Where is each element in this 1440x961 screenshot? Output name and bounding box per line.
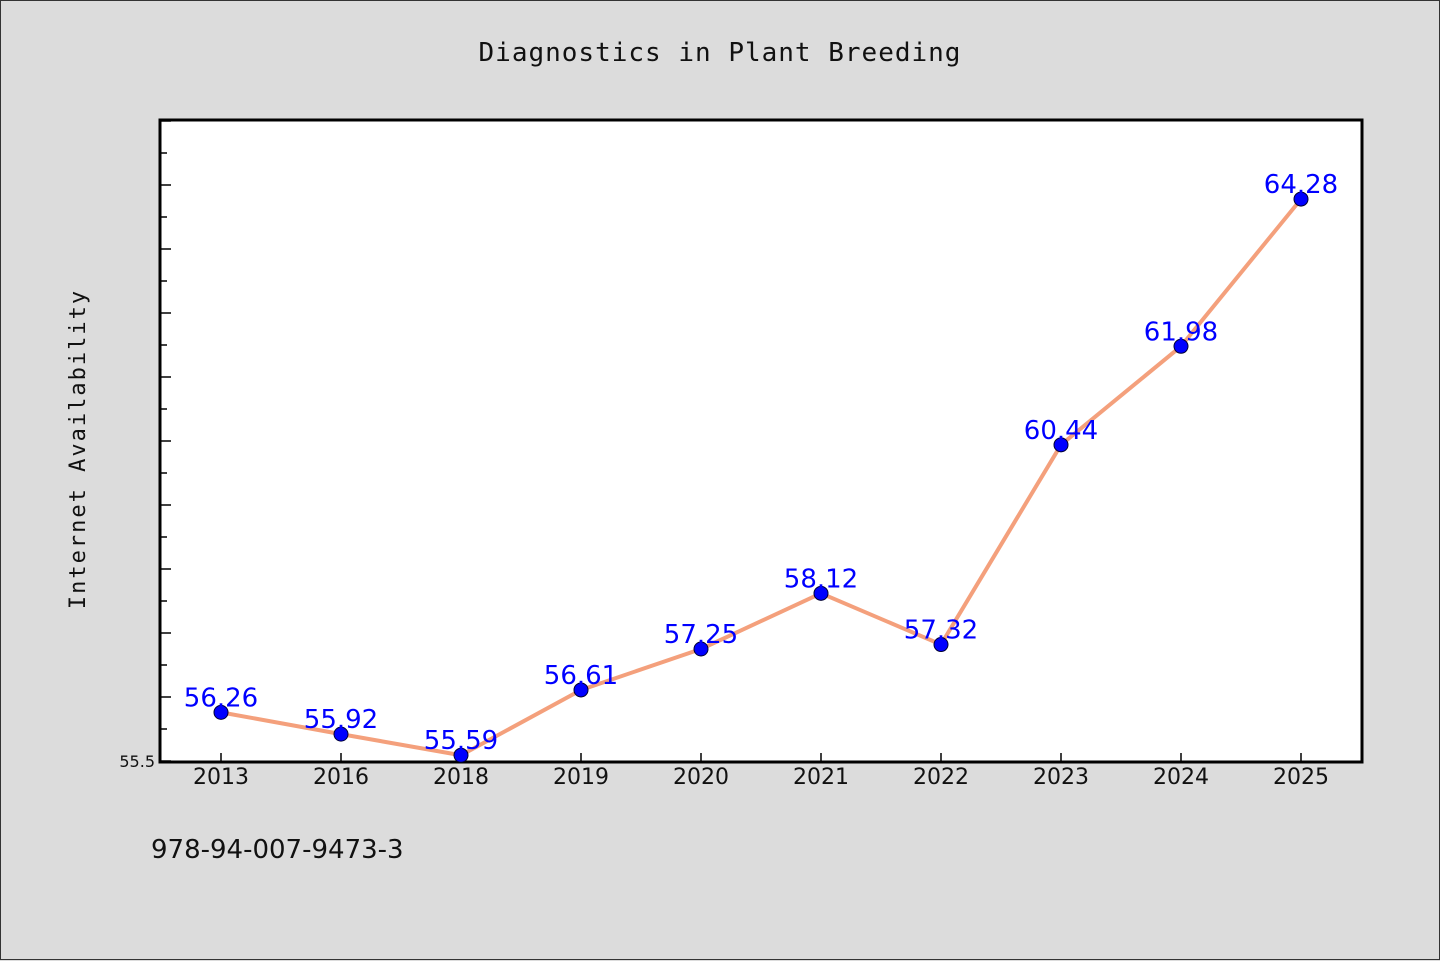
y-axis-ticks: 55.5: [119, 120, 171, 771]
x-tick-label: 2025: [1273, 765, 1329, 790]
plot-area: [158, 118, 1364, 764]
data-label: 60.44: [1024, 416, 1098, 446]
x-tick-label: 2022: [913, 765, 969, 790]
data-point: [1173, 338, 1189, 354]
x-tick-label: 2021: [793, 765, 849, 790]
data-point: [1293, 191, 1309, 207]
data-point: [333, 726, 349, 742]
data-label: 55.92: [304, 705, 378, 735]
series-line: [220, 197, 1303, 758]
x-tick-label: 2024: [1153, 765, 1209, 790]
x-axis-ticks: 2013 2016 2018 2019 2020 2021 2022 2023 2024 2025: [193, 753, 1329, 790]
data-label: 57.25: [664, 620, 738, 650]
data-label: 61.98: [1144, 317, 1218, 347]
y-tick-label: 55.5: [119, 752, 155, 771]
data-label: 57.32: [904, 616, 978, 646]
data-label: 64.28: [1264, 170, 1338, 200]
data-label: 56.26: [184, 683, 258, 713]
data-point: [933, 637, 949, 653]
x-tick-label: 2020: [673, 765, 729, 790]
x-tick-label: 2023: [1033, 765, 1089, 790]
data-label: 58.12: [784, 564, 858, 594]
x-tick-label: 2013: [193, 765, 249, 790]
chart-title: Diagnostics in Plant Breeding: [479, 38, 962, 68]
data-point: [453, 747, 469, 763]
data-labels: 56.26 55.92 55.59 56.61 57.25 58.12 57.32 60.44…: [184, 170, 1338, 756]
y-axis-label: Internet Availability: [66, 289, 91, 609]
data-point: [213, 704, 229, 720]
x-tick-label: 2018: [433, 765, 489, 790]
data-point: [813, 585, 829, 601]
isbn-text: 978-94-007-9473-3: [151, 835, 404, 865]
x-tick-label: 2016: [313, 765, 369, 790]
data-point: [1053, 437, 1069, 453]
data-label: 55.59: [424, 726, 498, 756]
data-point: [693, 641, 709, 657]
series-markers: [213, 191, 1309, 763]
data-point: [573, 682, 589, 698]
data-label: 56.61: [544, 661, 618, 691]
x-tick-label: 2019: [553, 765, 609, 790]
